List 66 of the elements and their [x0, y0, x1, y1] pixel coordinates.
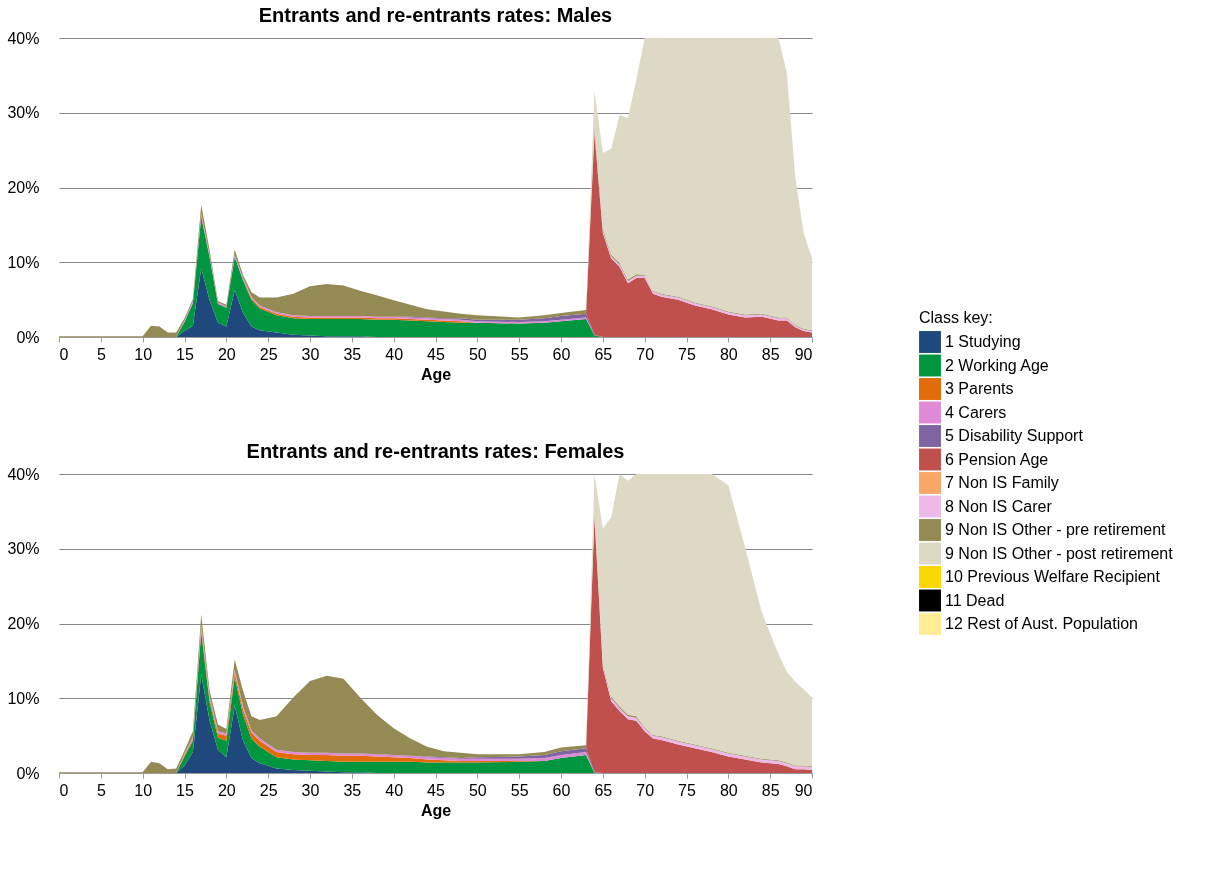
x-tick-label: 85	[761, 345, 780, 363]
chart-title: Entrants and re-entrants rates: Females	[246, 440, 625, 462]
x-axis-title: Age	[420, 801, 452, 819]
x-tick-label: 40	[385, 781, 404, 799]
x-tick-label: 85	[761, 781, 780, 799]
x-tick-label: 20	[217, 345, 236, 363]
legend-label: 9 Non IS Other - pre retirement	[945, 521, 1167, 538]
x-tick-label: 55	[510, 781, 529, 799]
x-tick-label: 10	[134, 345, 153, 363]
legend-label: 4 Carers	[945, 403, 1007, 421]
y-tick-label: 0%	[16, 328, 40, 346]
x-tick-label: 15	[176, 345, 194, 363]
x-tick-label: 80	[719, 345, 738, 363]
x-axis-title: Age	[420, 365, 452, 383]
x-tick-label: 45	[427, 781, 445, 799]
x-tick-label: 10	[134, 781, 153, 799]
x-tick-label: 40	[385, 345, 404, 363]
x-tick-label: 65	[594, 345, 613, 363]
x-tick-label: 55	[510, 345, 529, 363]
y-tick-label: 40%	[7, 29, 40, 47]
legend-label: 11 Dead	[945, 591, 1005, 609]
chart-title: Entrants and re-entrants rates: Males	[258, 4, 613, 26]
x-tick-label: 35	[343, 781, 362, 799]
x-tick-label: 75	[678, 345, 696, 363]
y-tick-label: 0%	[16, 764, 40, 782]
x-tick-label: 25	[259, 781, 278, 799]
x-tick-label: 5	[96, 345, 106, 363]
x-tick-label: 20	[217, 781, 236, 799]
legend-label: 8 Non IS Carer	[945, 497, 1053, 515]
y-tick-label: 10%	[7, 253, 40, 271]
y-tick-label: 20%	[7, 615, 40, 632]
x-tick-label: 70	[636, 781, 655, 799]
x-tick-label: 50	[468, 345, 487, 363]
x-tick-label: 60	[552, 781, 571, 799]
legend-title: Class key:	[919, 309, 993, 326]
legend-label: 3 Parents	[945, 380, 1014, 397]
legend-label: 1 Studying	[945, 333, 1021, 350]
x-tick-label: 5	[96, 781, 106, 799]
x-tick-label: 0	[59, 781, 69, 799]
x-tick-label: 75	[678, 781, 696, 799]
legend-label: 10 Previous Welfare Recipient	[945, 568, 1161, 585]
x-tick-label: 90	[794, 345, 813, 363]
y-tick-label: 30%	[7, 540, 40, 558]
x-tick-label: 30	[301, 781, 320, 799]
x-tick-label: 30	[301, 345, 320, 363]
x-tick-label: 60	[552, 345, 571, 363]
y-tick-label: 40%	[7, 465, 40, 483]
x-tick-label: 25	[259, 345, 278, 363]
x-tick-label: 90	[794, 781, 813, 799]
legend-label: 12 Rest of Aust. Population	[945, 615, 1139, 632]
legend-label: 9 Non IS Other - post retirement	[945, 544, 1174, 562]
x-tick-label: 65	[594, 781, 613, 799]
legend-label: 7 Non IS Family	[945, 474, 1059, 491]
x-tick-label: 80	[719, 781, 738, 799]
x-tick-label: 35	[343, 345, 362, 363]
x-tick-label: 0	[59, 345, 69, 363]
y-tick-label: 20%	[7, 179, 40, 196]
legend-label: 2 Working Age	[945, 356, 1049, 374]
y-tick-label: 30%	[7, 104, 40, 122]
x-tick-label: 50	[468, 781, 487, 799]
legend-label: 6 Pension Age	[945, 450, 1049, 468]
x-tick-label: 15	[176, 781, 194, 799]
legend-label: 5 Disability Support	[945, 427, 1084, 444]
y-tick-label: 10%	[7, 689, 40, 707]
x-tick-label: 45	[427, 345, 445, 363]
x-tick-label: 70	[636, 345, 655, 363]
